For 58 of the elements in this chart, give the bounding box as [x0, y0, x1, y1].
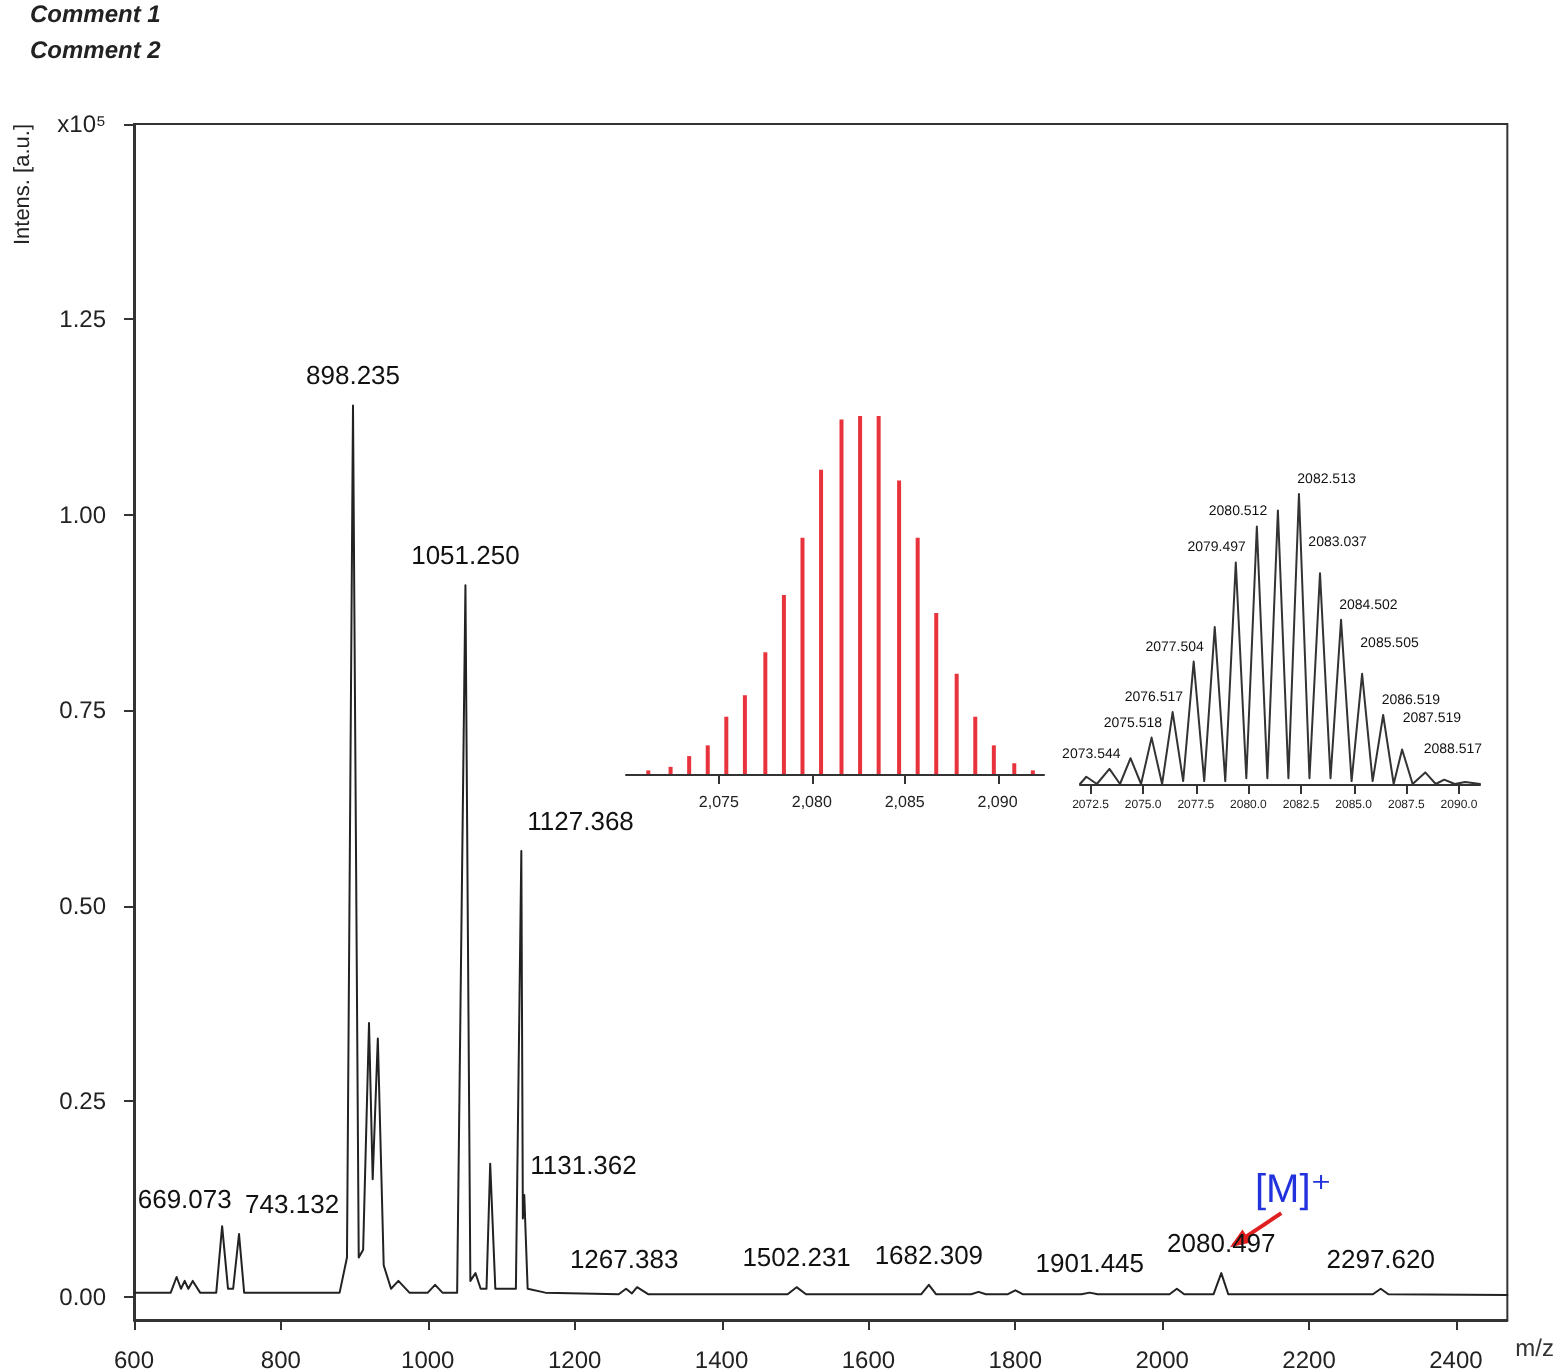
bar: [800, 537, 805, 774]
bar: [668, 766, 673, 774]
annotation: 1131.362: [530, 1149, 637, 1180]
x-tick-label: 1600: [841, 1346, 896, 1372]
x-tick-label: 600: [113, 1346, 155, 1372]
annotation: 1682.309: [874, 1239, 984, 1270]
chart-subtitle: Comment 2: [30, 36, 162, 64]
annotation: 669.073: [137, 1183, 232, 1214]
x-tick-label: 800: [260, 1346, 302, 1372]
x-tick-label: 2,085: [884, 793, 926, 811]
x-tick-label: 2,090: [977, 793, 1019, 811]
bar: [819, 469, 824, 774]
bar: [742, 695, 747, 774]
annotation: [M]⁺: [1254, 1168, 1332, 1213]
annotation: 1502.231: [742, 1242, 851, 1273]
bar: [915, 537, 920, 774]
bar: [724, 716, 729, 774]
bar: [954, 673, 959, 774]
y-tick-label: 0.25: [59, 1087, 107, 1116]
bar: [934, 612, 939, 774]
bar: [705, 745, 710, 774]
annotation: 1901.445: [1035, 1247, 1145, 1278]
x-tick-label: 1400: [694, 1346, 749, 1372]
bar: [1012, 763, 1017, 774]
y-tick-label: 0.75: [59, 696, 107, 725]
x-tick-label: 2200: [1282, 1346, 1337, 1372]
chart-title: Comment 1: [30, 0, 162, 28]
y-axis-title: Intens. [a.u.]: [11, 123, 35, 246]
bar: [687, 756, 692, 774]
bar: [991, 745, 996, 774]
y-tick-label: 0.00: [59, 1282, 107, 1311]
y-tick-label: x10⁵: [57, 110, 107, 138]
annotation: 1051.250: [411, 540, 520, 571]
annotation: 898.235: [306, 360, 401, 391]
bar: [973, 716, 978, 774]
x-tick-label: 1200: [547, 1346, 602, 1372]
x-tick-label: 2,075: [698, 793, 740, 811]
annotation: 743.132: [245, 1189, 340, 1220]
annotation: 1267.383: [569, 1243, 679, 1274]
line-series: [133, 404, 1509, 1296]
x-axis-title: m/z: [1515, 1334, 1555, 1362]
bar: [876, 416, 881, 774]
y-tick-label: 1.00: [59, 500, 107, 529]
y-tick-label: 1.25: [59, 305, 107, 334]
annotation: 2297.620: [1326, 1243, 1435, 1274]
bar: [897, 480, 902, 774]
x-tick-label: 1800: [988, 1346, 1043, 1372]
x-tick-label: 2000: [1135, 1346, 1190, 1372]
bar: [781, 595, 786, 774]
x-tick-label: 1000: [401, 1346, 456, 1372]
annotation: 2080.497: [1167, 1228, 1276, 1259]
bar: [839, 419, 844, 774]
y-tick-label: 0.50: [59, 891, 107, 920]
x-tick-label: 2,080: [791, 793, 833, 811]
annotation: 1127.368: [527, 805, 634, 836]
x-tick-label: 2400: [1429, 1346, 1484, 1372]
bar: [858, 416, 863, 774]
bar: [763, 652, 768, 774]
